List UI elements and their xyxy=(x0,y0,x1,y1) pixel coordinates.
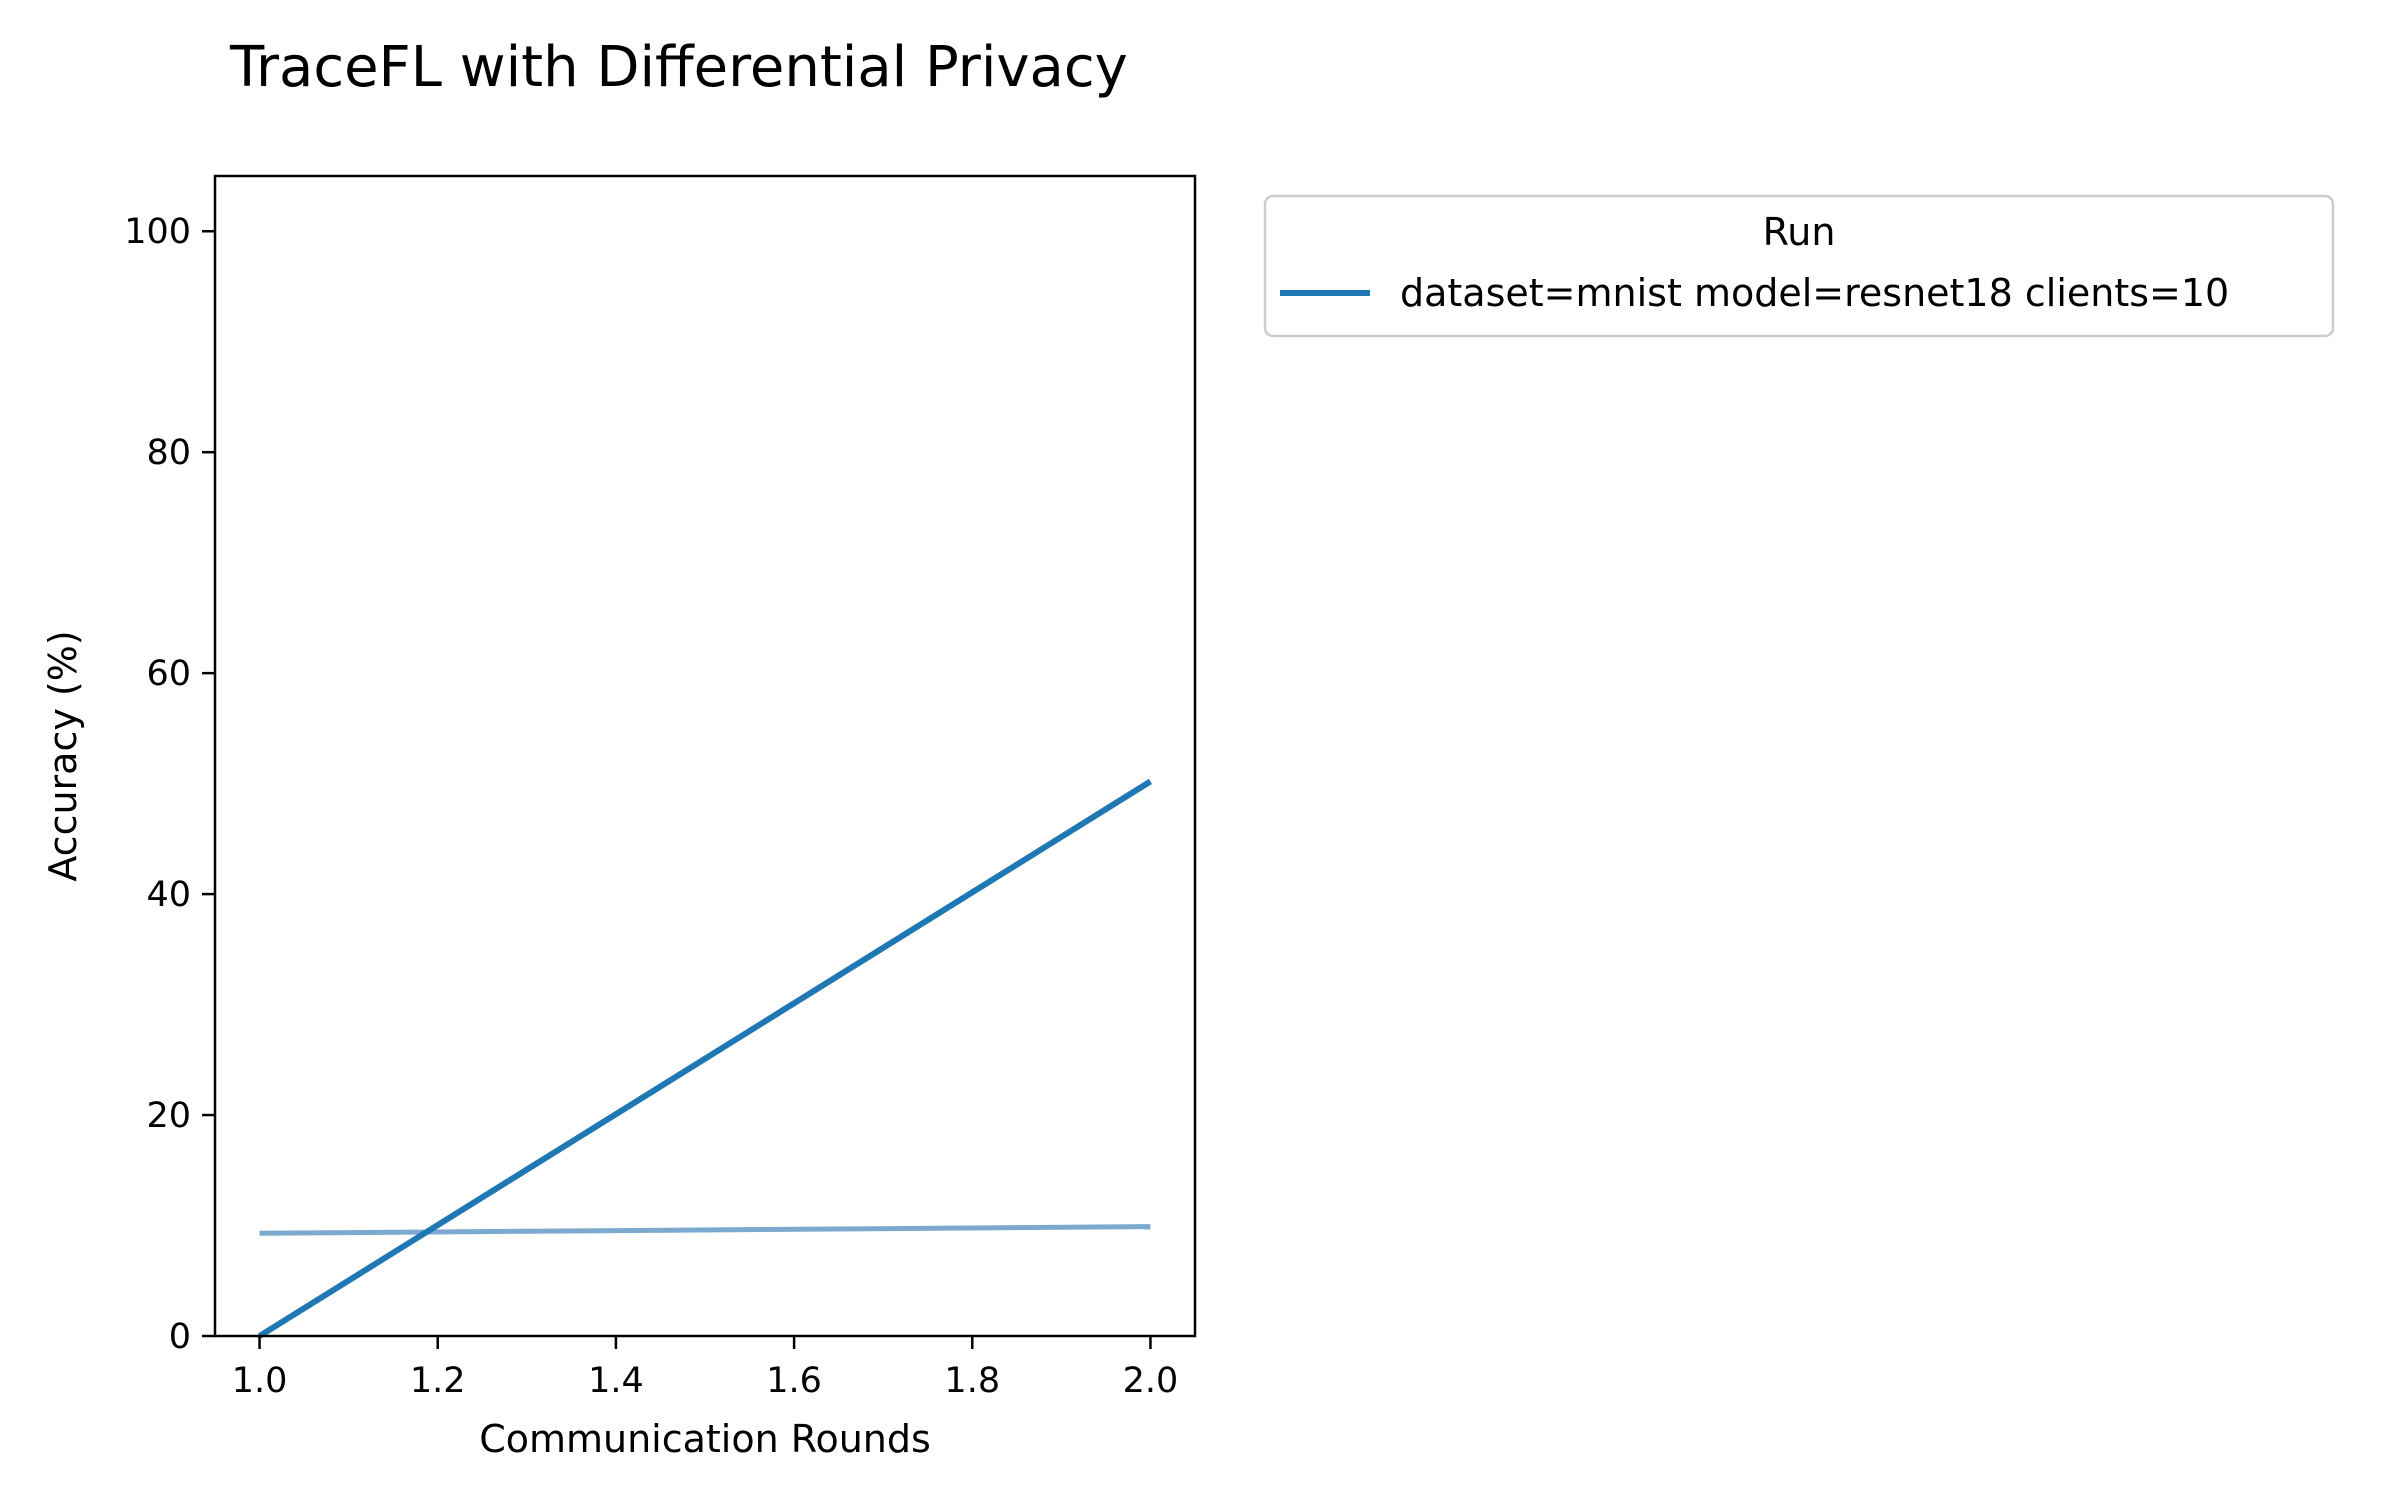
x-tick-label: 1.0 xyxy=(232,1361,288,1401)
x-tick-label: 1.6 xyxy=(766,1361,822,1401)
series-line-0 xyxy=(257,778,1153,1339)
x-axis-ticks: 1.0 1.2 1.4 1.6 1.8 2.0 xyxy=(232,1336,1179,1401)
legend: Run dataset=mnist model=resnet18 clients… xyxy=(1263,194,2335,338)
legend-entry: dataset=mnist model=resnet18 clients=10 xyxy=(1400,271,2229,315)
plot-frame xyxy=(213,174,1197,1338)
x-axis-label: Communication Rounds xyxy=(479,1417,931,1461)
x-tick-label: 2.0 xyxy=(1123,1361,1179,1401)
plot-lines xyxy=(257,778,1153,1339)
y-tick-label: 60 xyxy=(146,654,191,694)
x-tick-label: 1.8 xyxy=(944,1361,1000,1401)
y-axis-label: Accuracy (%) xyxy=(41,630,85,881)
series-line-1 xyxy=(259,1224,1151,1236)
x-tick-label: 1.2 xyxy=(410,1361,466,1401)
y-axis-ticks: 0 20 40 60 80 100 xyxy=(124,212,215,1357)
y-tick-label: 80 xyxy=(146,433,191,473)
y-tick-label: 0 xyxy=(169,1317,191,1357)
y-tick-label: 40 xyxy=(146,875,191,915)
legend-title: Run xyxy=(1763,210,1836,254)
y-tick-label: 20 xyxy=(146,1096,191,1136)
y-tick-label: 100 xyxy=(124,212,191,252)
x-tick-label: 1.4 xyxy=(588,1361,644,1401)
chart-title: TraceFL with Differential Privacy xyxy=(229,35,1128,100)
legend-box xyxy=(1263,194,2335,338)
